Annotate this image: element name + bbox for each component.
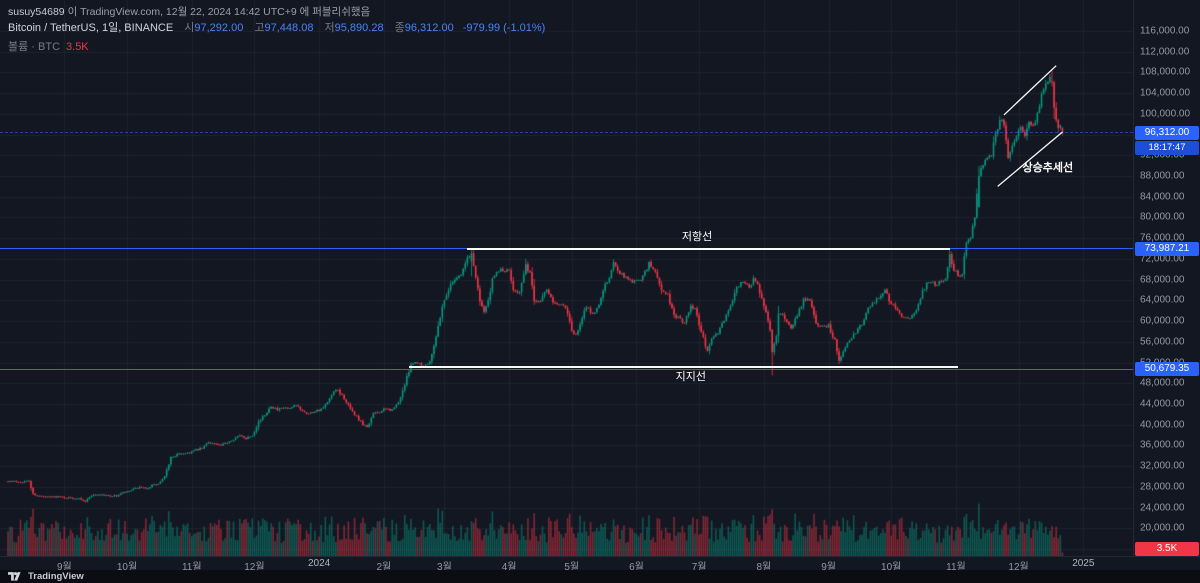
time-axis-label: 10월 — [116, 562, 138, 573]
time-axis-label: 6월 — [629, 562, 644, 573]
support-segment-line[interactable] — [408, 366, 959, 369]
price-axis-label: 40,000.00 — [1140, 419, 1185, 431]
time-axis-label: 10월 — [881, 562, 902, 573]
volume-row: 볼륨 · BTC 3.5K — [8, 38, 545, 54]
open-label: 시 — [184, 22, 195, 34]
time-axis-label: 9월 — [56, 562, 72, 573]
candlestick-chart[interactable] — [0, 0, 1133, 556]
price-axis-label: 24,000.00 — [1140, 502, 1185, 514]
high-value: 97,448.08 — [264, 22, 314, 34]
symbol-row: Bitcoin / TetherUS, 1일, BINANCE 시97,292.… — [8, 19, 545, 35]
price-axis-label: 80,000.00 — [1140, 211, 1185, 223]
bar-countdown-badge: 18:17:47 — [1135, 140, 1199, 155]
resistance-label[interactable]: 저항선 — [681, 230, 713, 243]
price-axis-label: 68,000.00 — [1140, 274, 1185, 286]
price-axis-label: 36,000.00 — [1140, 439, 1185, 451]
price-axis-label: 72,000.00 — [1140, 253, 1185, 265]
price-axis-label: 76,000.00 — [1140, 232, 1185, 244]
channel-lower-line[interactable] — [997, 131, 1063, 187]
volume-value: 3.5K — [66, 41, 89, 53]
price-axis-label: 92,000.00 — [1140, 149, 1185, 161]
time-axis-label: 2024 — [307, 558, 331, 569]
support-label[interactable]: 지지선 — [675, 371, 706, 384]
price-axis-label: 56,000.00 — [1140, 336, 1185, 348]
time-axis-label: 11월 — [181, 562, 202, 573]
volume-label[interactable]: 볼륨 · BTC — [8, 41, 61, 53]
price-axis-label: 84,000.00 — [1140, 191, 1185, 203]
channel-upper-line[interactable] — [1003, 65, 1057, 116]
low-label: 저 — [324, 22, 335, 34]
last-price-badge: 96,312.00 — [1135, 125, 1199, 140]
publish-note: susuy54689 이 TradingView.com, 12월 22, 20… — [8, 4, 370, 19]
time-axis-label: 8월 — [756, 562, 772, 573]
time-axis-label: 12월 — [1008, 562, 1029, 573]
volume-badge: 3.5K — [1135, 542, 1199, 556]
ascending-channel-drawing[interactable] — [0, 0, 1133, 556]
high-label: 고 — [254, 22, 265, 34]
time-axis-label: 7월 — [691, 562, 707, 573]
publisher-name[interactable]: susuy54689 — [8, 6, 65, 18]
tradingview-logo-text: TradingView — [28, 571, 84, 582]
symbol-legend: Bitcoin / TetherUS, 1일, BINANCE 시97,292.… — [8, 19, 545, 54]
support-ray-line[interactable] — [0, 368, 1133, 370]
publish-note-text: 이 TradingView.com, 12월 22, 2024 14:42 UT… — [67, 6, 371, 18]
price-axis-label: 20,000.00 — [1140, 522, 1185, 534]
resistance-price-badge: 73,987.21 — [1135, 241, 1199, 256]
time-axis-label: 2025 — [1072, 558, 1095, 569]
price-axis-label: 28,000.00 — [1140, 481, 1185, 493]
channel-label[interactable]: 상승추세선 — [1022, 161, 1074, 174]
price-axis-label: 108,000.00 — [1140, 66, 1191, 78]
price-axis[interactable]: 116,000.00 112,000.00 108,000.00 104,000.00… — [1133, 0, 1200, 556]
time-axis-label: 5월 — [564, 562, 580, 573]
price-axis-label: 32,000.00 — [1140, 460, 1185, 472]
price-axis-label: 116,000.00 — [1140, 25, 1190, 37]
price-axis-label: 104,000.00 — [1140, 87, 1191, 99]
tradingview-logo[interactable]: TradingView — [8, 571, 84, 582]
support-price-badge: 50,679.35 — [1135, 362, 1199, 377]
time-axis-label: 12월 — [244, 562, 265, 573]
time-axis-label: 4월 — [501, 562, 517, 573]
price-axis-label: 48,000.00 — [1140, 377, 1185, 389]
price-axis-label: 112,000.00 — [1140, 46, 1190, 58]
time-axis[interactable]: 9월 10월 11월 12월 2024 2월 3월 4월 5월 6월 7월 8월 9월 10월 11월 12월… — [0, 556, 1200, 573]
time-axis-label: 9월 — [821, 562, 836, 573]
close-label: 종 — [394, 22, 405, 34]
resistance-segment-line[interactable] — [467, 248, 950, 251]
last-price-line — [0, 132, 1133, 134]
price-axis-label: 88,000.00 — [1140, 170, 1185, 182]
open-value: 97,292.00 — [194, 22, 244, 34]
time-axis-label: 3월 — [437, 562, 452, 573]
time-axis-label: 2월 — [376, 562, 392, 573]
tradingview-logo-icon — [8, 572, 21, 581]
low-value: 95,890.28 — [334, 22, 384, 34]
price-axis-label: 60,000.00 — [1140, 315, 1185, 327]
price-axis-label: 44,000.00 — [1140, 398, 1185, 410]
symbol-title[interactable]: Bitcoin / TetherUS, 1일, BINANCE — [8, 22, 174, 34]
price-axis-label: 100,000.00 — [1140, 108, 1191, 120]
change-value: -979.99 (-1.01%) — [462, 22, 546, 34]
footer-bar: TradingView — [0, 570, 1200, 583]
close-value: 96,312.00 — [404, 22, 454, 34]
time-axis-label: 11월 — [946, 562, 966, 573]
price-axis-label: 64,000.00 — [1140, 294, 1185, 306]
